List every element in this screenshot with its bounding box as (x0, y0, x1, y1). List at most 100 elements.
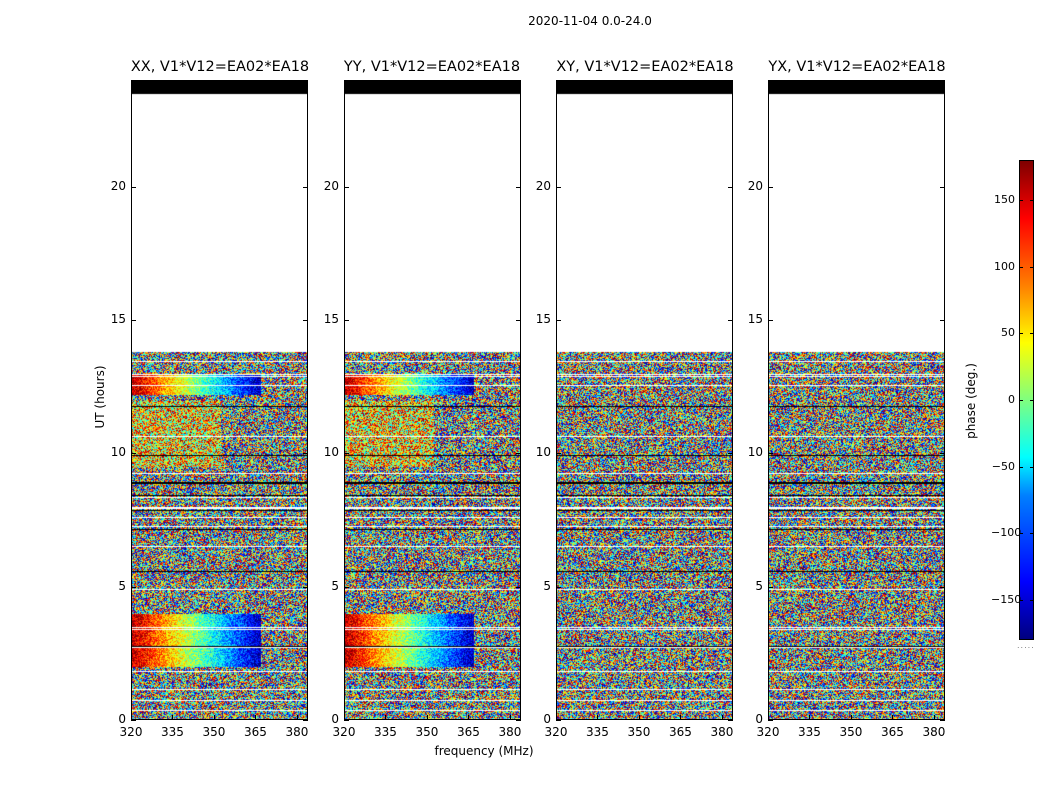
x-tick-mark (255, 715, 257, 720)
colorbar-tick-mark (1030, 200, 1034, 201)
x-axis-label: frequency (MHz) (434, 744, 534, 758)
panel-frame (344, 80, 521, 720)
y-tick-mark (768, 186, 773, 188)
x-tick-mark (933, 715, 935, 720)
y-tick-mark (728, 320, 733, 321)
colorbar-tick-mark (1019, 400, 1023, 401)
y-tick-mark (303, 586, 308, 588)
heatmap-canvas-yx (768, 80, 945, 720)
x-tick-label: 365 (881, 725, 904, 739)
colorbar-label: phase (deg.) (964, 363, 978, 439)
heatmap-panel-xy (556, 80, 733, 720)
y-tick-label: 10 (747, 445, 763, 460)
x-tick-mark (638, 715, 640, 720)
y-tick-mark (131, 186, 136, 188)
y-tick-label: 20 (323, 178, 339, 193)
colorbar-tick-mark (1019, 266, 1023, 268)
y-tick-label: 0 (543, 712, 551, 726)
panel-frame (768, 80, 945, 720)
panel-title-xx: XX, V1*V12=EA02*EA18 (130, 59, 310, 75)
y-tick-mark (768, 453, 773, 455)
y-tick-label: 20 (747, 178, 763, 193)
y-tick-label: 0 (755, 712, 763, 726)
x-tick-label: 335 (586, 725, 609, 739)
y-tick-label: 5 (755, 578, 763, 593)
colorbar-tick-mark (1030, 466, 1034, 468)
y-tick-mark (131, 720, 136, 721)
x-tick-mark (385, 715, 387, 720)
heatmap-panel-xx (131, 80, 308, 720)
x-tick-mark (809, 715, 811, 720)
y-tick-label: 5 (543, 578, 551, 593)
y-tick-mark (940, 186, 945, 188)
colorbar-tick-mark (1019, 600, 1023, 601)
colorbar-tick-label: 100 (994, 259, 1015, 273)
y-tick-mark (728, 586, 733, 588)
heatmap-panel-yy (344, 80, 521, 720)
x-tick-label: 335 (798, 725, 821, 739)
y-tick-label: 0 (118, 712, 126, 726)
x-tick-label: 320 (332, 725, 356, 739)
y-tick-mark (556, 320, 561, 321)
x-tick-label: 380 (498, 725, 522, 739)
colorbar-tick-label: 150 (994, 193, 1015, 206)
colorbar-tick-mark (1030, 533, 1034, 535)
heatmap-canvas-xy (556, 80, 733, 720)
y-tick-label: 10 (110, 445, 126, 460)
y-tick-mark (344, 453, 349, 455)
y-tick-label: 10 (535, 445, 551, 460)
x-tick-mark (213, 715, 215, 720)
x-tick-label: 350 (627, 725, 651, 739)
panel-frame (556, 80, 733, 720)
y-tick-mark (768, 586, 773, 588)
y-tick-mark (940, 320, 945, 321)
x-tick-mark (680, 715, 682, 720)
y-tick-mark (728, 186, 733, 188)
y-tick-mark (516, 320, 521, 321)
panel-frame (131, 80, 308, 720)
colorbar-dots: ..... (1017, 641, 1035, 650)
y-tick-mark (728, 453, 733, 455)
colorbar-tick-mark (1030, 266, 1034, 268)
y-tick-mark (131, 320, 136, 321)
y-tick-label: 15 (747, 312, 763, 326)
x-tick-mark (850, 715, 852, 720)
x-tick-mark (172, 715, 174, 720)
colorbar-tick-label: 50 (1001, 326, 1015, 340)
x-tick-mark (296, 715, 298, 720)
y-tick-label: 0 (331, 712, 339, 726)
colorbar-tick-mark (1019, 466, 1023, 468)
colorbar-tick-label: −150 (991, 593, 1022, 606)
x-tick-label: 365 (669, 725, 692, 739)
y-tick-mark (516, 586, 521, 588)
panel-title-yx: YX, V1*V12=EA02*EA18 (768, 59, 946, 75)
x-tick-mark (131, 715, 132, 720)
x-tick-mark (509, 715, 511, 720)
y-tick-mark (344, 320, 349, 321)
x-tick-mark (426, 715, 428, 720)
x-tick-label: 380 (922, 725, 946, 739)
x-tick-label: 320 (756, 725, 780, 739)
colorbar-tick-label: −50 (991, 459, 1015, 473)
colorbar-tick-label: −100 (991, 526, 1022, 540)
y-tick-mark (556, 720, 561, 721)
colorbar-tick-label: 0 (1008, 393, 1015, 406)
heatmap-panel-yx (768, 80, 945, 720)
y-tick-mark (516, 720, 521, 721)
colorbar-tick-mark (1019, 333, 1023, 335)
x-tick-mark (597, 715, 599, 720)
x-tick-label: 350 (415, 725, 439, 739)
y-tick-mark (940, 453, 945, 455)
colorbar-tick-mark (1030, 600, 1034, 601)
y-tick-mark (556, 186, 561, 188)
y-tick-mark (344, 720, 349, 721)
y-tick-label: 20 (535, 178, 551, 193)
x-tick-label: 350 (202, 725, 226, 739)
x-tick-mark (721, 715, 723, 720)
x-tick-mark (768, 715, 769, 720)
x-tick-label: 350 (839, 725, 863, 739)
x-tick-mark (556, 715, 557, 720)
x-tick-label: 335 (374, 725, 397, 739)
y-tick-mark (516, 453, 521, 455)
y-tick-mark (303, 186, 308, 188)
